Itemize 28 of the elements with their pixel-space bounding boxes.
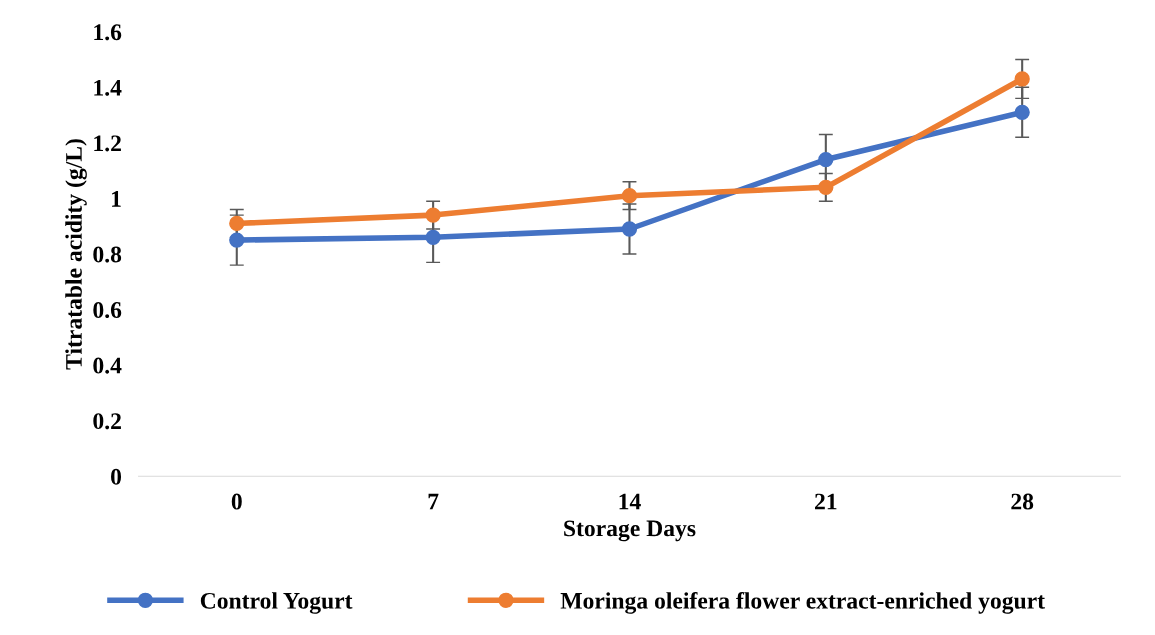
y-tick-label: 1.2	[94, 135, 121, 152]
y-tick-label: 1	[112, 191, 121, 207]
point	[818, 151, 834, 168]
y-tick-label: 0.6	[93, 302, 122, 319]
point	[621, 188, 638, 204]
point	[425, 207, 441, 223]
point	[425, 229, 441, 245]
point	[1014, 104, 1030, 120]
point	[229, 215, 245, 232]
y-tick-label: 1.4	[94, 79, 122, 96]
x-tick-label: 28	[1011, 493, 1034, 510]
x-tick-label: 7	[428, 493, 439, 510]
point	[621, 221, 638, 237]
x-tick-label: 14	[619, 493, 641, 510]
x-tick-label: 21	[815, 493, 837, 510]
legend-label: Control Yogurt	[200, 592, 353, 614]
point	[1014, 71, 1030, 87]
y-tick-label: 0.8	[93, 246, 122, 263]
point	[229, 232, 245, 248]
x-axis-title: Storage Days	[564, 520, 696, 542]
y-axis-title: Titratable acidity (g/L)	[65, 139, 87, 370]
legend-label: Moringa oleifera flower extract-enriched yogurt	[560, 591, 1045, 614]
y-tick-label: 0.4	[93, 357, 122, 374]
x-tick-label: 0	[231, 493, 242, 510]
y-tick-label: 1.6	[94, 24, 122, 41]
y-tick-label: 0	[111, 468, 122, 485]
point	[818, 179, 834, 195]
y-tick-label: 0.2	[93, 413, 121, 430]
